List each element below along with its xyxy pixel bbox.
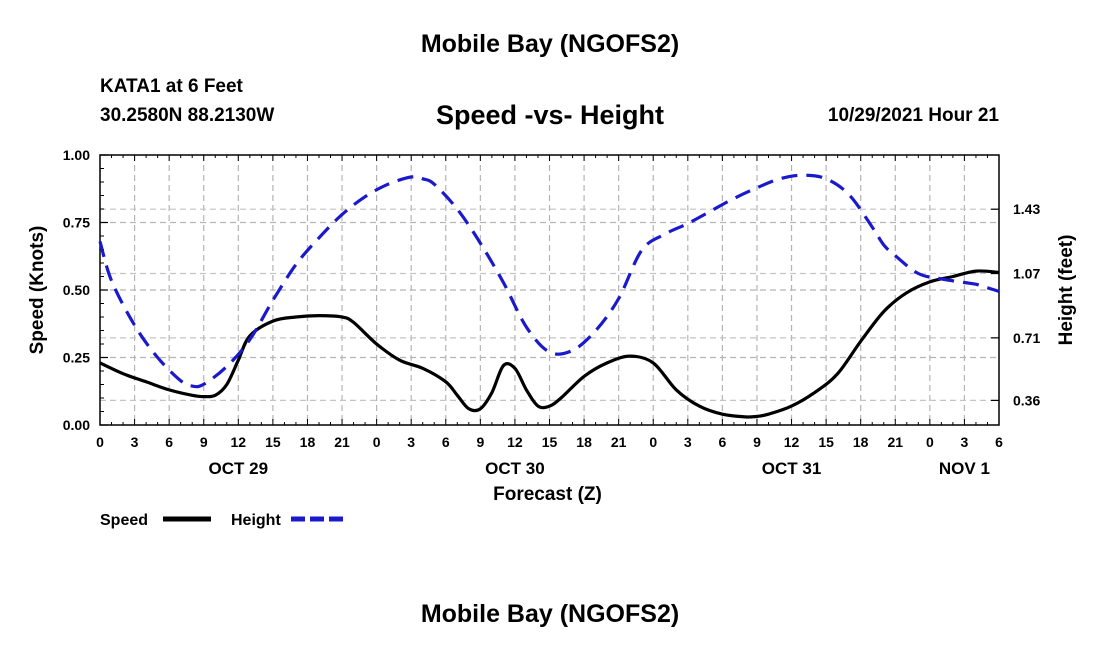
y2-tick-label: 0.71 xyxy=(1013,330,1040,346)
chart-subtitle: Speed -vs- Height xyxy=(435,100,665,130)
y-axis-title: Speed (Knots) xyxy=(27,226,48,355)
y-tick-label: 1.00 xyxy=(63,147,90,163)
y2-axis-title: Height (feet) xyxy=(1056,235,1077,346)
footer-chart-title: Mobile Bay (NGOFS2) xyxy=(420,600,680,628)
x-tick-label: 6 xyxy=(165,434,173,450)
x-date-label: NOV 1 xyxy=(939,459,990,478)
x-tick-label: 6 xyxy=(995,434,1003,450)
y2-tick-label: 0.36 xyxy=(1013,392,1040,408)
x-tick-label: 9 xyxy=(753,434,761,450)
x-tick-label: 0 xyxy=(649,434,657,450)
legend-label-height: Height xyxy=(231,512,281,529)
x-tick-label: 12 xyxy=(784,434,800,450)
x-tick-label: 9 xyxy=(476,434,484,450)
x-tick-label: 3 xyxy=(684,434,692,450)
x-tick-label: 3 xyxy=(961,434,969,450)
x-tick-label: 18 xyxy=(300,434,316,450)
station-coordinates: 30.2580N 88.2130W xyxy=(100,105,275,126)
x-date-label: OCT 29 xyxy=(209,459,269,478)
y-tick-label: 0.75 xyxy=(63,215,90,231)
x-date-label: OCT 30 xyxy=(485,459,545,478)
legend-label-speed: Speed xyxy=(100,512,148,529)
x-tick-label: 15 xyxy=(542,434,558,450)
x-tick-label: 12 xyxy=(507,434,523,450)
y2-tick-label: 1.43 xyxy=(1013,201,1040,217)
x-tick-label: 6 xyxy=(718,434,726,450)
x-tick-label: 21 xyxy=(887,434,903,450)
x-tick-label: 3 xyxy=(407,434,415,450)
forecast-timestamp: 10/29/2021 Hour 21 xyxy=(827,105,999,126)
station-label: KATA1 at 6 Feet xyxy=(100,76,243,97)
x-tick-label: 15 xyxy=(818,434,834,450)
x-tick-label: 12 xyxy=(231,434,247,450)
x-tick-label: 21 xyxy=(611,434,627,450)
x-tick-label: 3 xyxy=(131,434,139,450)
x-tick-label: 0 xyxy=(926,434,934,450)
x-tick-label: 0 xyxy=(96,434,104,450)
x-tick-label: 21 xyxy=(334,434,350,450)
x-tick-label: 9 xyxy=(200,434,208,450)
x-axis-title: Forecast (Z) xyxy=(493,484,602,505)
y-tick-label: 0.50 xyxy=(63,282,90,298)
y-tick-label: 0.25 xyxy=(63,350,90,366)
x-date-label: OCT 31 xyxy=(762,459,822,478)
chart-title: Mobile Bay (NGOFS2) xyxy=(420,30,680,58)
x-tick-label: 18 xyxy=(853,434,869,450)
y-tick-label: 0.00 xyxy=(63,417,90,433)
x-tick-label: 0 xyxy=(373,434,381,450)
series-speed-line xyxy=(99,269,1000,419)
y2-tick-label: 1.07 xyxy=(1013,266,1040,282)
x-tick-label: 18 xyxy=(576,434,592,450)
x-tick-label: 15 xyxy=(265,434,281,450)
x-tick-label: 6 xyxy=(442,434,450,450)
series-height-line xyxy=(98,173,1000,389)
